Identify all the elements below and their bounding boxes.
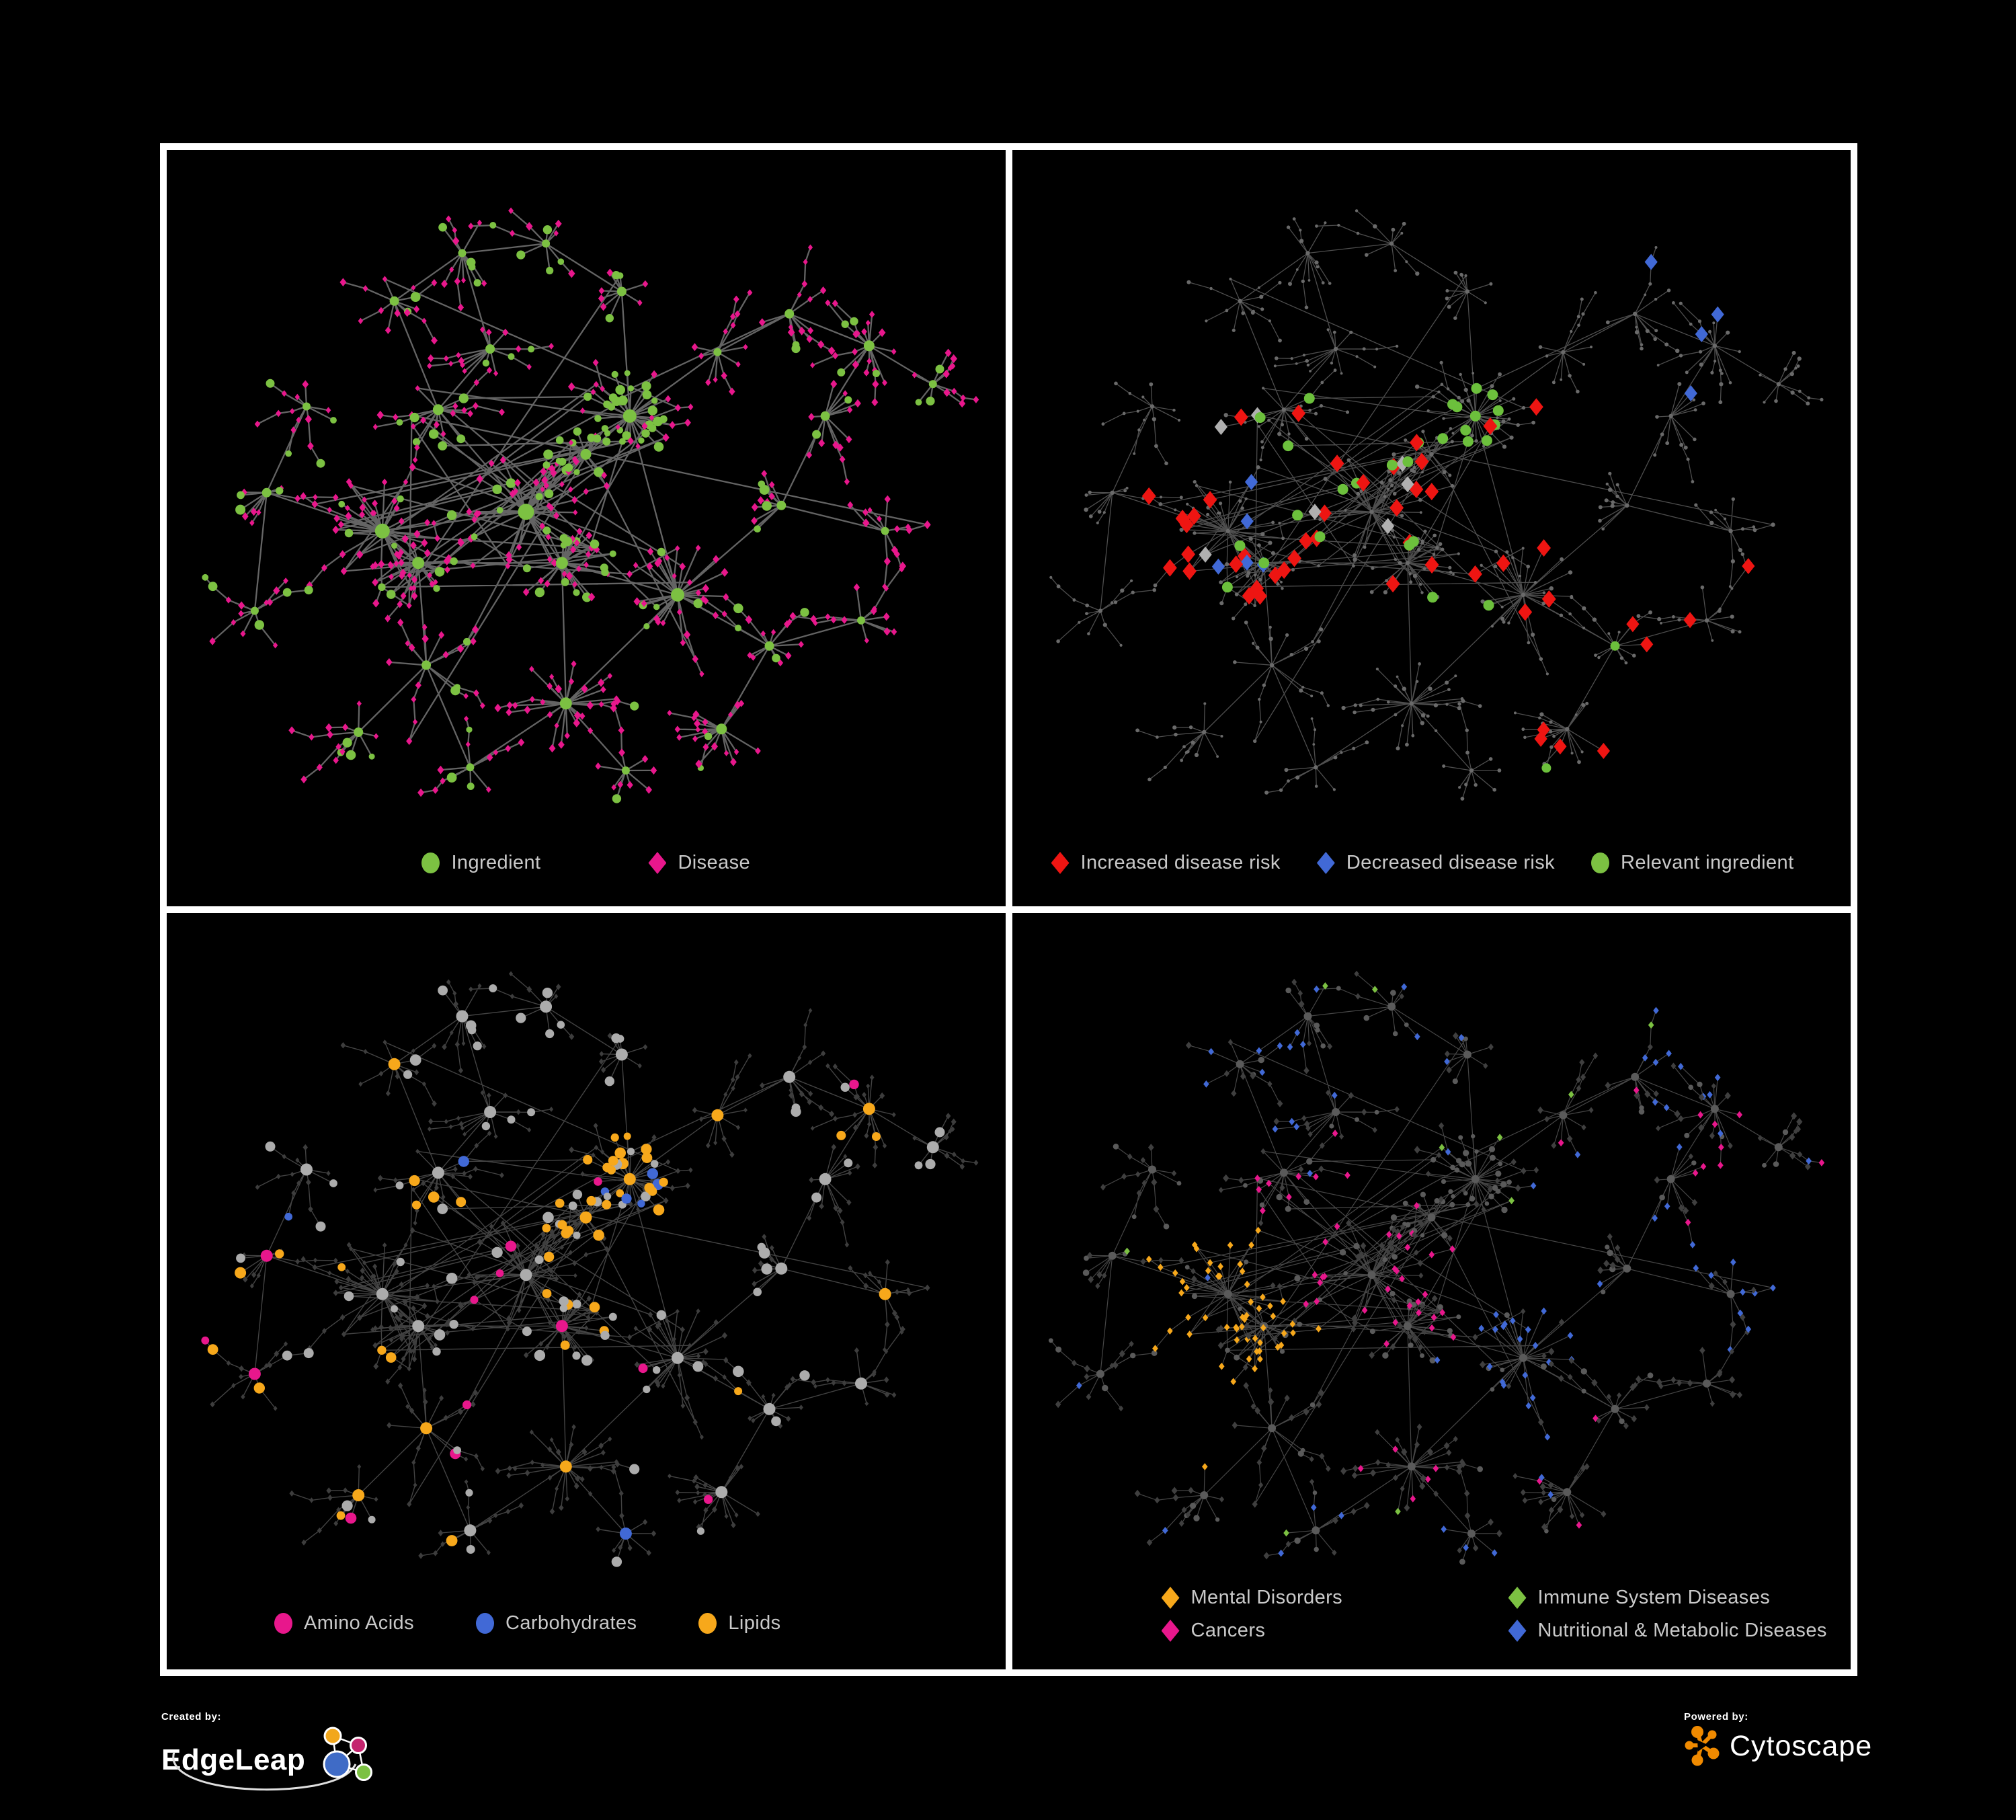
legend-item-immune-system-diseases: Immune System Diseases (1508, 1587, 1827, 1609)
edgeleap-logo-icon (172, 1727, 373, 1791)
legend-label: Increased disease risk (1080, 852, 1281, 873)
legend-label: Nutritional & Metabolic Diseases (1537, 1620, 1827, 1641)
legend-label: Carbohydrates (505, 1612, 637, 1634)
diamond-marker (1508, 1587, 1527, 1609)
network-edges (1050, 973, 1822, 1562)
legend-item-decreased-disease-risk: Decreased disease risk (1316, 852, 1556, 874)
legend-item-relevant-ingredient: Relevant ingredient (1591, 852, 1793, 874)
legend-item-increased-disease-risk: Increased disease risk (1051, 852, 1281, 874)
legend-item-amino-acids: Amino Acids (274, 1612, 414, 1634)
network-ingredient-disease (202, 207, 979, 803)
cytoscape-wordmark: Cytoscape (1730, 1729, 1873, 1762)
circle-marker (1591, 853, 1610, 873)
legend-label: Lipids (728, 1612, 781, 1634)
legend-label: Cancers (1191, 1620, 1266, 1641)
edgeleap-magenta-node (350, 1737, 368, 1754)
diamond-marker (1508, 1620, 1527, 1642)
network-nodes (1048, 970, 1824, 1565)
legend-ingredient-disease: Ingredient Disease (167, 852, 1006, 874)
legend-label: Ingredient (451, 852, 541, 873)
diamond-marker (1161, 1587, 1180, 1609)
panel-disease-classes: Mental Disorders Immune System Diseases Ca… (1012, 913, 1851, 1669)
diamond-marker (1051, 852, 1070, 874)
edgeleap-wordmark: EdgeLeap (161, 1743, 306, 1776)
legend-disease-classes: Mental Disorders Immune System Diseases Ca… (1012, 1587, 1851, 1642)
panel-macronutrients: Amino Acids Carbohydrates Lipids (167, 913, 1006, 1669)
diamond-marker (1316, 852, 1335, 874)
network-disease-risk (1049, 209, 1823, 801)
network-edges (204, 973, 976, 1562)
cytoscape-logo-icon (1685, 1726, 1720, 1766)
legend-item-nutritional-metabolic-diseases: Nutritional & Metabolic Diseases (1508, 1620, 1827, 1642)
network-edges (204, 210, 977, 799)
legend-label: Mental Disorders (1191, 1587, 1343, 1608)
edgeleap-blue-node (323, 1750, 351, 1778)
legend-label: Disease (678, 852, 751, 873)
cytoscape-credit: Powered by: Cytoscape (1684, 1711, 1872, 1767)
circle-marker (274, 1613, 292, 1634)
network-nodes (202, 207, 979, 803)
panel-disease-risk: Increased disease risk Decreased disease … (1012, 150, 1851, 906)
legend-macronutrients: Amino Acids Carbohydrates Lipids (167, 1612, 1006, 1634)
diamond-marker (648, 852, 667, 874)
network-edges (1050, 210, 1822, 799)
legend-item-cancers: Cancers (1161, 1620, 1508, 1642)
network-disease-classes (1048, 970, 1824, 1565)
legend-disease-risk: Increased disease risk Decreased disease … (1012, 852, 1851, 874)
legend-label: Relevant ingredient (1621, 852, 1794, 873)
circle-marker (421, 853, 440, 873)
diamond-marker (1161, 1620, 1180, 1642)
network-nodes (201, 971, 979, 1567)
powered-by-label: Powered by: (1684, 1711, 1748, 1723)
edgeleap-orange-node (323, 1727, 342, 1745)
edgeleap-credit: Created by: EdgeLeap (161, 1711, 393, 1795)
legend-item-mental-disorders: Mental Disorders (1161, 1587, 1508, 1609)
legend-label: Decreased disease risk (1346, 852, 1556, 873)
circle-marker (698, 1613, 717, 1634)
created-by-label: Created by: (161, 1711, 222, 1723)
legend-label: Amino Acids (304, 1612, 414, 1634)
network-nodes (1049, 209, 1823, 801)
legend-label: Immune System Diseases (1537, 1587, 1771, 1608)
network-macronutrients (201, 971, 979, 1567)
legend-item-disease: Disease (648, 852, 750, 874)
panel-grid: Ingredient Disease Increased disease risk… (160, 143, 1857, 1676)
legend-item-ingredient: Ingredient (421, 852, 540, 874)
edgeleap-green-node (355, 1764, 373, 1781)
circle-marker (475, 1613, 494, 1634)
legend-item-carbohydrates: Carbohydrates (475, 1612, 637, 1634)
panel-ingredient-disease: Ingredient Disease (167, 150, 1006, 906)
legend-item-lipids: Lipids (698, 1612, 780, 1634)
